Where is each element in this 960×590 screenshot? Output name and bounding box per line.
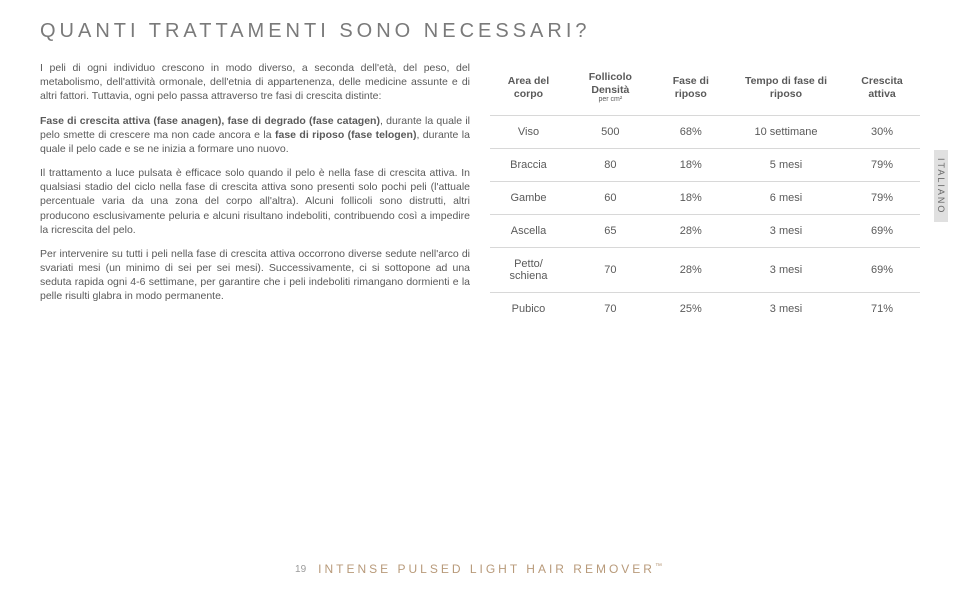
col-density-label: Follicolo Densità (589, 71, 632, 96)
cell-tempo: 3 mesi (728, 247, 844, 292)
cell-tempo: 3 mesi (728, 292, 844, 325)
cell-area: Gambe (490, 181, 567, 214)
table-header-row: Area del corpo Follicolo Densitàper cm² … (490, 61, 920, 115)
table-row: Gambe 60 18% 6 mesi 79% (490, 181, 920, 214)
cell-attiva: 69% (844, 247, 920, 292)
bold-phase-2: fase di riposo (fase telogen) (275, 129, 416, 141)
product-label: INTENSE PULSED LIGHT HAIR REMOVER (318, 562, 655, 576)
cell-dens: 80 (567, 148, 654, 181)
cell-tempo: 6 mesi (728, 181, 844, 214)
trademark-icon: ™ (655, 563, 665, 570)
table-row: Ascella 65 28% 3 mesi 69% (490, 214, 920, 247)
product-name: INTENSE PULSED LIGHT HAIR REMOVER™ (318, 562, 665, 576)
cell-riposo: 18% (654, 148, 728, 181)
cell-area: Ascella (490, 214, 567, 247)
cell-tempo: 5 mesi (728, 148, 844, 181)
page-title: QUANTI TRATTAMENTI SONO NECESSARI? (40, 20, 920, 43)
body-text: I peli di ogni individuo crescono in mod… (40, 61, 470, 325)
cell-attiva: 79% (844, 181, 920, 214)
cell-tempo: 10 settimane (728, 115, 844, 148)
cell-area: Pubico (490, 292, 567, 325)
cell-riposo: 25% (654, 292, 728, 325)
cell-attiva: 69% (844, 214, 920, 247)
cell-area: Viso (490, 115, 567, 148)
col-active-growth: Crescita attiva (844, 61, 920, 115)
cell-dens: 500 (567, 115, 654, 148)
page-number: 19 (295, 564, 306, 575)
cell-area: Petto/ schiena (490, 247, 567, 292)
paragraph-2: Fase di crescita attiva (fase anagen), f… (40, 114, 470, 157)
cell-area: Braccia (490, 148, 567, 181)
content-area: I peli di ogni individuo crescono in mod… (40, 61, 920, 325)
cell-riposo: 18% (654, 181, 728, 214)
cell-tempo: 3 mesi (728, 214, 844, 247)
cell-dens: 60 (567, 181, 654, 214)
cell-dens: 70 (567, 247, 654, 292)
table-row: Pubico 70 25% 3 mesi 71% (490, 292, 920, 325)
table-row: Viso 500 68% 10 settimane 30% (490, 115, 920, 148)
paragraph-3: Il trattamento a luce pulsata è efficace… (40, 166, 470, 237)
cell-attiva: 30% (844, 115, 920, 148)
cell-riposo: 68% (654, 115, 728, 148)
col-area: Area del corpo (490, 61, 567, 115)
table-row: Braccia 80 18% 5 mesi 79% (490, 148, 920, 181)
table-row: Petto/ schiena 70 28% 3 mesi 69% (490, 247, 920, 292)
cell-riposo: 28% (654, 214, 728, 247)
cell-dens: 65 (567, 214, 654, 247)
col-rest-phase: Fase di riposo (654, 61, 728, 115)
paragraph-1: I peli di ogni individuo crescono in mod… (40, 61, 470, 104)
bold-phase-1: Fase di crescita attiva (fase anagen), f… (40, 115, 380, 127)
cell-riposo: 28% (654, 247, 728, 292)
table-area: Area del corpo Follicolo Densitàper cm² … (490, 61, 920, 325)
col-rest-time: Tempo di fase di riposo (728, 61, 844, 115)
cell-attiva: 79% (844, 148, 920, 181)
col-density-sub: per cm² (571, 96, 650, 104)
hair-phase-table: Area del corpo Follicolo Densitàper cm² … (490, 61, 920, 325)
cell-attiva: 71% (844, 292, 920, 325)
language-tab: ITALIANO (934, 150, 948, 222)
col-density: Follicolo Densitàper cm² (567, 61, 654, 115)
cell-dens: 70 (567, 292, 654, 325)
paragraph-4: Per intervenire su tutti i peli nella fa… (40, 247, 470, 304)
footer: 19 INTENSE PULSED LIGHT HAIR REMOVER™ (0, 562, 960, 576)
